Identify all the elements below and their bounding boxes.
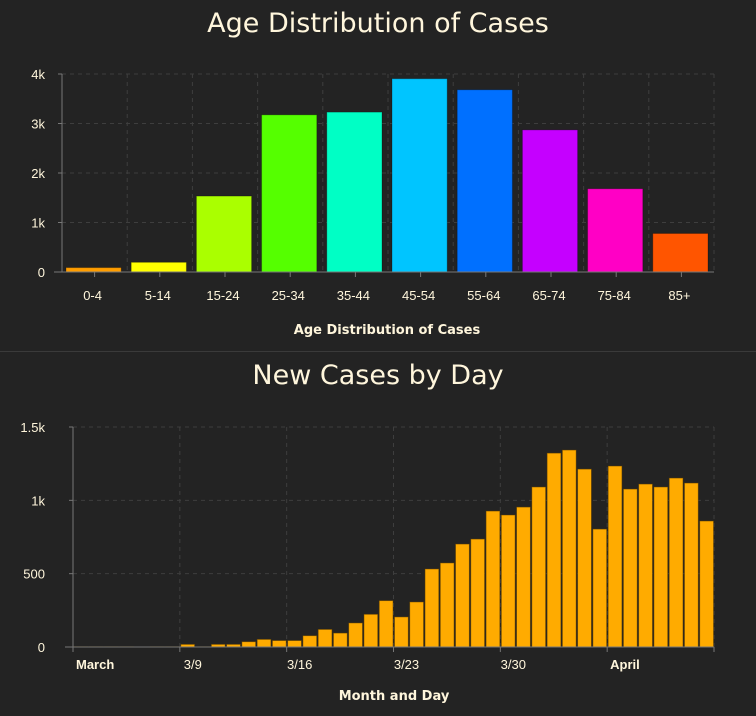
x-tick-label: 35-44 [337,288,370,303]
x-tick-label: 75-84 [598,288,631,303]
day-bar [623,489,637,647]
day-bar [700,521,714,647]
day-bar [242,642,256,647]
x-tick-label: 15-24 [206,288,239,303]
day-bar [486,511,500,647]
day-bar [318,629,332,647]
bar-75-84 [588,189,643,272]
day-bar [562,450,576,647]
y-tick-label: 1k [31,493,45,508]
y-tick-label: 3k [31,117,45,132]
age-distribution-panel: Age Distribution of Cases 0 1k 2k 3k 4k 0-4 5-… [0,0,756,350]
day-bar [379,601,393,647]
day-bar [303,636,317,647]
bar-55-64 [457,90,512,272]
x-tick-label: 65-74 [532,288,565,303]
x-tick-label: 5-14 [145,288,171,303]
x-tick-label: 25-34 [272,288,305,303]
bar-25-34 [262,115,317,272]
day-bar [349,623,363,647]
y-tick-label: 1.5k [20,420,45,435]
y-tick-label: 500 [23,567,45,582]
day-bar [669,478,683,647]
y-tick-label: 0 [38,640,45,655]
new-cases-chart: 0 500 1k 1.5k March 3/9 3/16 3/23 3/30 April Month… [0,352,756,716]
bar-85+ [653,233,708,272]
day-bar [608,466,622,647]
bar-45-54 [392,79,447,272]
day-bar [639,484,653,647]
day-bar [654,487,668,647]
y-tick-label: 0 [38,265,45,280]
day-bar [593,529,607,647]
x-tick-label: 85+ [668,288,690,303]
day-bar [471,539,485,647]
y-tick-label: 1k [31,216,45,231]
y-tick-label: 4k [31,67,45,82]
x-axis-title: Age Distribution of Cases [294,323,481,338]
x-tick-label: 3/30 [501,657,526,672]
x-tick-label: 55-64 [467,288,500,303]
x-tick-label: 0-4 [83,288,102,303]
day-bar [684,483,698,647]
day-bar [272,641,286,647]
bar-35-44 [327,112,382,272]
bar-5-14 [131,262,186,272]
day-bar [547,453,561,647]
day-bar [410,602,424,647]
day-bar [288,641,302,647]
day-bar [425,569,439,647]
x-tick-label: April [610,657,640,672]
y-tick-label: 2k [31,166,45,181]
day-bar [395,617,409,647]
bar-15-24 [196,196,251,272]
bar-0-4 [66,268,121,272]
x-axis-title: Month and Day [339,689,450,704]
bar-65-74 [522,130,577,272]
day-bar [257,639,271,647]
x-tick-label: 3/16 [287,657,312,672]
day-bar [456,544,470,647]
day-bar [501,515,515,647]
day-bar [333,633,347,647]
x-tick-label: 3/23 [394,657,419,672]
x-tick-label: 45-54 [402,288,435,303]
x-tick-label: March [76,657,114,672]
day-bar [517,507,531,647]
x-tick-label: 3/9 [184,657,202,672]
day-bar [364,614,378,647]
day-bar [532,487,546,647]
day-bar [578,469,592,647]
day-bar [440,563,454,647]
age-distribution-chart: 0 1k 2k 3k 4k 0-4 5-14 15-24 25-34 35-44 45-54 55-6… [0,0,756,350]
